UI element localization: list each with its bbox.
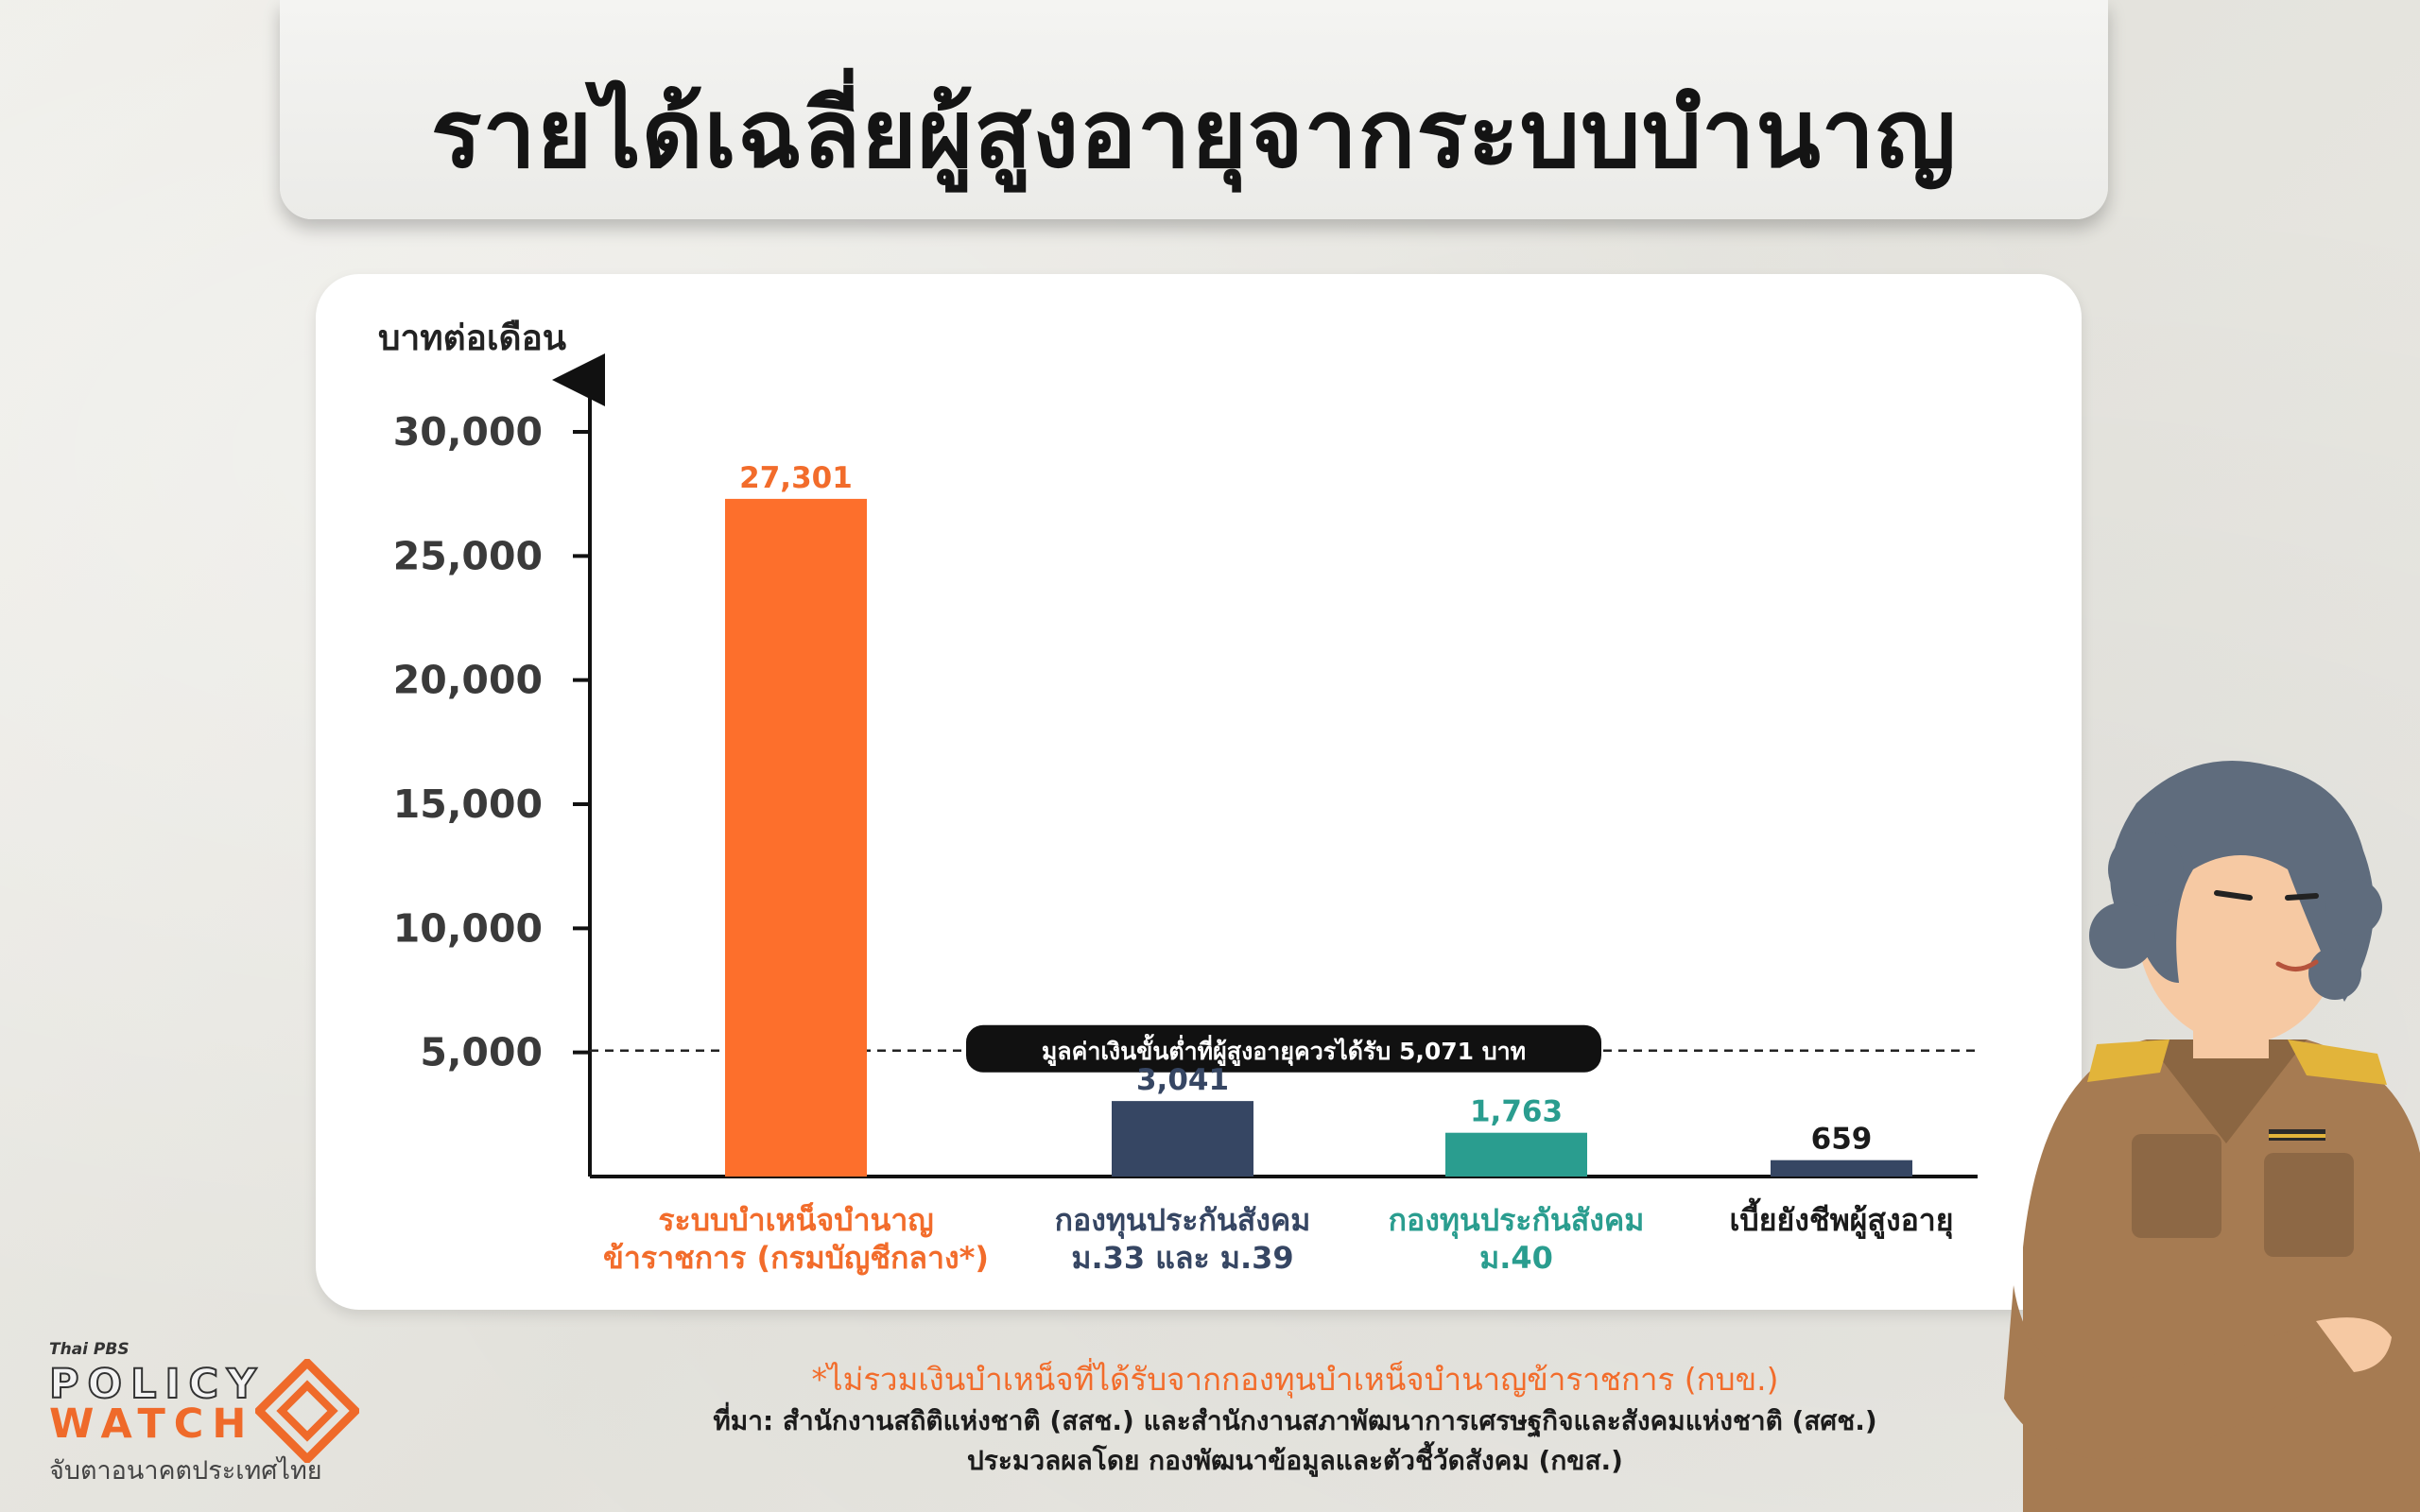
bar bbox=[1112, 1101, 1253, 1177]
logo-word-policy: POLICY bbox=[48, 1360, 266, 1409]
y-axis-label: บาทต่อเดือน bbox=[378, 318, 566, 358]
x-category-label: ม.40 bbox=[1479, 1240, 1553, 1276]
y-tick-label: 10,000 bbox=[393, 905, 543, 951]
reference-label-pill bbox=[966, 1024, 1601, 1073]
x-category-label: เบี้ยยังชีพผู้สูงอายุ bbox=[1729, 1197, 1953, 1240]
y-tick-label: 30,000 bbox=[393, 409, 543, 455]
logo-diamond-icon bbox=[255, 1359, 359, 1463]
logo-tagline: จับตาอนาคตประเทศไทย bbox=[49, 1456, 322, 1486]
bar-value-label: 659 bbox=[1811, 1123, 1873, 1157]
x-category-label: กองทุนประกันสังคม bbox=[1055, 1202, 1311, 1240]
bar-value-label: 3,041 bbox=[1136, 1063, 1229, 1097]
reference-label: มูลค่าเงินขั้นต่ำที่ผู้สูงอายุควรได้รับ … bbox=[1042, 1033, 1526, 1067]
bar-value-label: 1,763 bbox=[1470, 1095, 1563, 1129]
footnote: *ไม่รวมเงินบำเหน็จที่ได้รับจากกองทุนบำเห… bbox=[811, 1361, 1779, 1398]
source-line: ที่มา: สำนักงานสถิติแห่งชาติ (สสช.) และส… bbox=[713, 1405, 1877, 1436]
logo-word-watch: WATCH bbox=[49, 1400, 255, 1448]
bar bbox=[725, 498, 867, 1177]
bar bbox=[1445, 1132, 1587, 1177]
y-tick-label: 25,000 bbox=[393, 533, 543, 578]
x-category-label: ข้าราชการ (กรมบัญชีกลาง*) bbox=[603, 1240, 989, 1276]
policy-watch-logo: Thai PBS POLICY WATCH จับตาอนาคตประเทศไท… bbox=[48, 1340, 389, 1486]
y-tick-label: 15,000 bbox=[393, 782, 543, 827]
bar-value-label: 27,301 bbox=[739, 461, 853, 495]
y-tick-label: 5,000 bbox=[420, 1030, 543, 1075]
processed-by-line: ประมวลผลโดย กองพัฒนาข้อมูลและตัวชี้วัดสั… bbox=[967, 1445, 1623, 1476]
y-tick-label: 20,000 bbox=[393, 658, 543, 703]
logo-brand: Thai PBS bbox=[49, 1340, 130, 1359]
character-illustration-icon bbox=[2004, 761, 2420, 1512]
x-category-label: กองทุนประกันสังคม bbox=[1389, 1202, 1645, 1240]
page-title: รายได้เฉลี่ยผู้สูงอายุจากระบบบำนาญ bbox=[430, 78, 1958, 189]
x-category-label: ม.33 และ ม.39 bbox=[1071, 1240, 1293, 1276]
title-banner: รายได้เฉลี่ยผู้สูงอายุจากระบบบำนาญ bbox=[280, 0, 2108, 219]
x-category-label: ระบบบำเหน็จบำนาญ bbox=[658, 1201, 933, 1238]
bar bbox=[1771, 1160, 1912, 1177]
